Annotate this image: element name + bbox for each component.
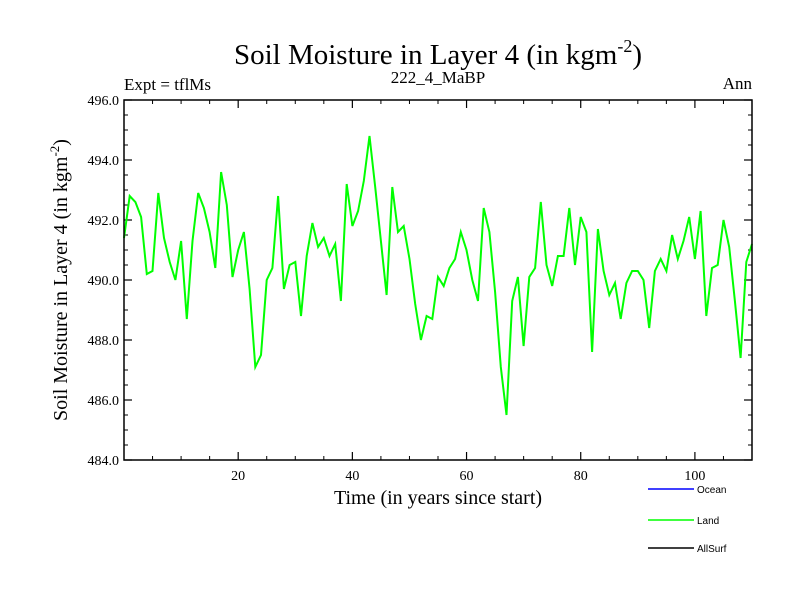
- x-tick-label: 20: [231, 469, 245, 484]
- y-tick-label: 492.0: [88, 214, 120, 229]
- x-axis-ticks: 20 40 60 80 100: [152, 100, 724, 484]
- y-tick-label: 484.0: [88, 454, 120, 469]
- chart-title: Soil Moisture in Layer 4 (in kgm-2): [234, 36, 642, 71]
- x-axis-label: Time (in years since start): [334, 487, 542, 509]
- x-tick-label: 40: [345, 469, 359, 484]
- legend-label-allsurf: AllSurf: [697, 544, 727, 555]
- legend: Ocean Land AllSurf: [648, 485, 727, 555]
- y-tick-label: 490.0: [88, 274, 120, 289]
- y-tick-label: 494.0: [88, 154, 120, 169]
- series-line-land: [123, 135, 753, 416]
- legend-label-land: Land: [697, 516, 719, 527]
- x-tick-label: 60: [460, 469, 474, 484]
- y-axis-ticks: 484.0 486.0 488.0 490.0 492.0 494.0 496.0: [88, 94, 752, 469]
- y-tick-label: 488.0: [88, 334, 120, 349]
- run-label: 222_4_MaBP: [391, 68, 485, 87]
- y-tick-label: 496.0: [88, 94, 120, 109]
- y-tick-label: 486.0: [88, 394, 120, 409]
- season-label: Ann: [723, 74, 753, 93]
- y-axis-label: Soil Moisture in Layer 4 (in kgm-2): [47, 139, 72, 421]
- x-tick-label: 100: [684, 469, 705, 484]
- legend-label-ocean: Ocean: [697, 485, 726, 496]
- x-tick-label: 80: [574, 469, 588, 484]
- plot-frame: [123, 99, 753, 461]
- experiment-label: Expt = tflMs: [124, 75, 211, 94]
